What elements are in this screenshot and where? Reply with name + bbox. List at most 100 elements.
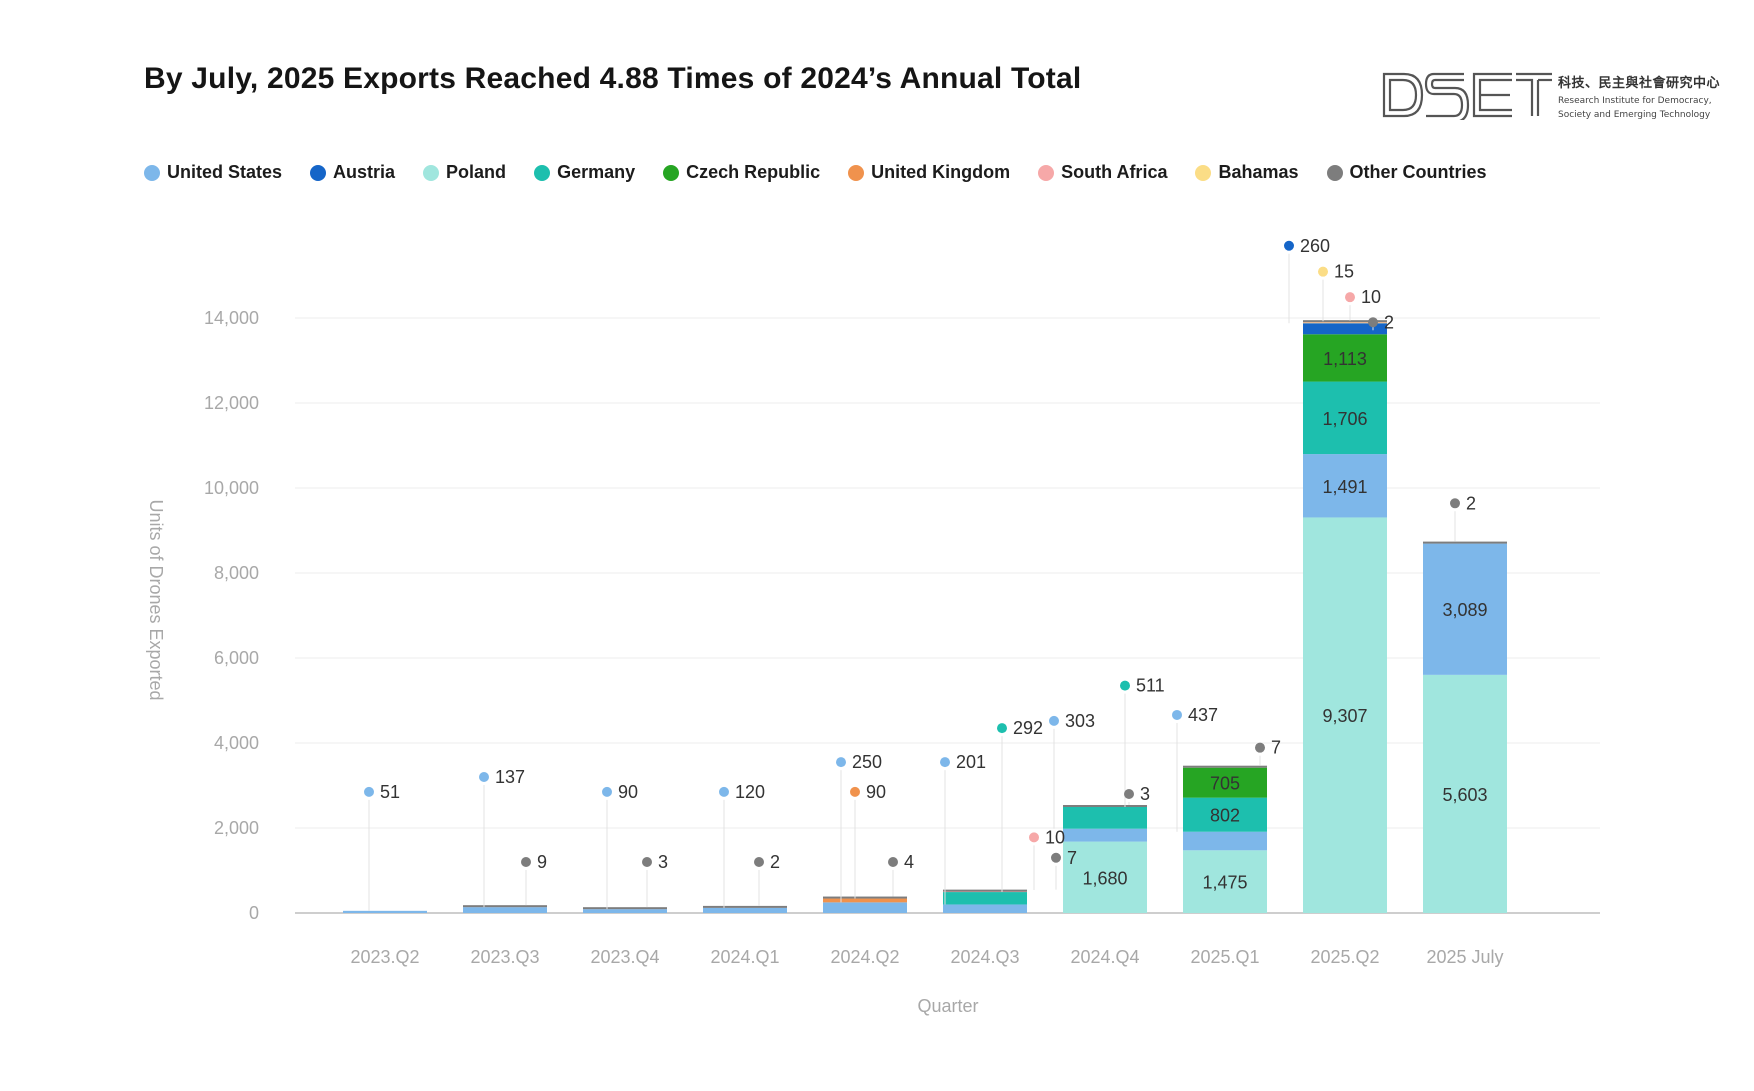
y-tick-label: 4,000 bbox=[214, 733, 259, 753]
legend-label: South Africa bbox=[1061, 162, 1168, 182]
legend-dot-icon bbox=[663, 164, 680, 181]
callout-dot-2024-q4-other-countries bbox=[1124, 789, 1134, 799]
legend-item-germany[interactable]: Germany bbox=[534, 162, 635, 183]
dset-logo: 科技、民主與社會研究中心 Research Institute for Demo… bbox=[1382, 70, 1720, 126]
legend-label: Poland bbox=[446, 162, 507, 182]
data-label-2024-q3-other-countries: 7 bbox=[1067, 848, 1077, 868]
legend-item-other-countries[interactable]: Other Countries bbox=[1326, 162, 1487, 183]
y-tick-label: 14,000 bbox=[204, 308, 259, 328]
bar-2024-q2-other-countries bbox=[823, 896, 907, 899]
data-label-2025-q2-south-africa: 10 bbox=[1361, 287, 1381, 307]
legend-label: Czech Republic bbox=[686, 162, 821, 182]
bar-2025-july-poland bbox=[1423, 674, 1507, 913]
callout-dot-2024-q2-united-kingdom bbox=[850, 786, 860, 797]
legend-item-austria[interactable]: Austria bbox=[310, 162, 395, 183]
x-tick-label: 2023.Q4 bbox=[590, 947, 659, 967]
bar-2024-q3-germany bbox=[943, 892, 1027, 905]
data-label-2025-q2-bahamas: 15 bbox=[1334, 262, 1354, 282]
data-label-2023-q3-united-states: 137 bbox=[495, 767, 525, 787]
data-label-2024-q4-germany: 511 bbox=[1136, 676, 1165, 696]
x-tick-label: 2025 July bbox=[1426, 947, 1503, 967]
legend-dot-icon bbox=[848, 164, 865, 181]
bar-2025-q1-other-countries bbox=[1183, 765, 1267, 768]
bar-2024-q1-united-states bbox=[703, 907, 787, 913]
bar-2025-july-united-states bbox=[1423, 543, 1507, 675]
callout-dot-2024-q3-united-states bbox=[940, 757, 950, 768]
bar-2025-q2-poland bbox=[1303, 517, 1387, 913]
y-tick-label: 8,000 bbox=[214, 563, 259, 583]
data-label-2025-q2-germany: 1,706 bbox=[1322, 409, 1367, 429]
callout-dot-2024-q1-other-countries bbox=[754, 857, 764, 867]
callout-dot-2025-q2-bahamas bbox=[1318, 266, 1328, 277]
legend-item-bahamas[interactable]: Bahamas bbox=[1195, 162, 1299, 183]
callout-dot-2024-q3-germany bbox=[997, 723, 1007, 734]
callout-dot-2024-q2-united-states bbox=[836, 757, 846, 768]
x-tick-label: 2023.Q3 bbox=[470, 947, 539, 967]
data-label-2025-q2-other-countries: 2 bbox=[1384, 312, 1394, 332]
x-tick-label: 2024.Q4 bbox=[1070, 947, 1139, 967]
data-label-2024-q4-other-countries: 3 bbox=[1140, 784, 1150, 804]
logo-chinese-name: 科技、民主與社會研究中心 bbox=[1558, 75, 1721, 90]
data-label-2024-q2-united-kingdom: 90 bbox=[866, 782, 886, 802]
data-label-2025-q1-other-countries: 7 bbox=[1271, 738, 1281, 758]
x-tick-label: 2024.Q3 bbox=[950, 947, 1019, 967]
x-axis-title: Quarter bbox=[917, 996, 978, 1016]
callout-dot-2024-q1-united-states bbox=[719, 786, 729, 797]
legend-item-poland[interactable]: Poland bbox=[423, 162, 506, 183]
bar-2024-q1-other-countries bbox=[703, 905, 787, 908]
x-tick-label: 2023.Q2 bbox=[350, 947, 419, 967]
bar-2024-q2-united-kingdom bbox=[823, 898, 907, 903]
dset-logo-mark bbox=[1382, 72, 1552, 120]
legend-item-united-states[interactable]: United States bbox=[144, 162, 282, 183]
bar-2024-q2-united-states bbox=[823, 902, 907, 913]
callout-dot-2024-q2-other-countries bbox=[888, 857, 898, 867]
bar-2023-q4-other-countries bbox=[583, 907, 667, 910]
bar-2025-july-other-countries bbox=[1423, 541, 1507, 544]
y-tick-label: 12,000 bbox=[204, 393, 259, 413]
logo-english-line1: Research Institute for Democracy, bbox=[1558, 96, 1712, 106]
legend-dot-icon bbox=[423, 164, 440, 181]
bar-2025-q1-germany bbox=[1183, 797, 1267, 832]
callout-dot-2025-q1-united-states bbox=[1172, 709, 1182, 720]
data-label-2025-q2-united-states: 1,491 bbox=[1322, 477, 1367, 497]
callout-dot-2025-q2-other-countries bbox=[1368, 317, 1378, 328]
data-label-2025-july-united-states: 3,089 bbox=[1442, 600, 1487, 620]
callout-dot-2023-q4-united-states bbox=[602, 786, 612, 797]
data-label-2025-q2-austria: 260 bbox=[1300, 236, 1330, 256]
legend-dot-icon bbox=[1326, 164, 1343, 181]
chart-title: By July, 2025 Exports Reached 4.88 Times… bbox=[144, 62, 1082, 95]
legend-item-united-kingdom[interactable]: United Kingdom bbox=[848, 162, 1010, 183]
legend-dot-icon bbox=[1195, 164, 1212, 181]
data-label-2023-q4-united-states: 90 bbox=[618, 782, 638, 802]
data-label-2023-q4-other-countries: 3 bbox=[658, 852, 668, 872]
y-axis-title: Units of Drones Exported bbox=[146, 499, 166, 700]
x-tick-label: 2025.Q2 bbox=[1310, 947, 1379, 967]
legend-dot-icon bbox=[310, 164, 327, 181]
bar-2024-q3-other-countries bbox=[943, 889, 1027, 892]
callout-dot-2024-q4-united-states bbox=[1049, 715, 1059, 726]
data-label-2025-q1-united-states: 437 bbox=[1188, 705, 1218, 725]
bar-2025-q2-united-states bbox=[1303, 454, 1387, 518]
callout-dot-2023-q3-other-countries bbox=[521, 857, 531, 867]
legend-label: Bahamas bbox=[1218, 162, 1299, 182]
legend-dot-icon bbox=[1038, 164, 1055, 181]
callout-dot-2024-q3-other-countries bbox=[1051, 852, 1061, 863]
bar-2025-q1-poland bbox=[1183, 850, 1267, 913]
data-label-2025-q1-germany: 802 bbox=[1210, 806, 1240, 826]
callout-dot-2025-q2-austria bbox=[1284, 240, 1294, 251]
legend-item-czech-republic[interactable]: Czech Republic bbox=[663, 162, 820, 183]
y-tick-label: 6,000 bbox=[214, 648, 259, 668]
data-label-2024-q4-united-states: 303 bbox=[1065, 711, 1095, 731]
data-label-2024-q3-south-africa: 10 bbox=[1045, 827, 1065, 847]
data-label-2025-q2-czech-republic: 1,113 bbox=[1323, 349, 1367, 369]
callout-dot-2023-q2-united-states bbox=[364, 786, 374, 797]
data-label-2024-q3-germany: 292 bbox=[1013, 718, 1043, 738]
legend-item-south-africa[interactable]: South Africa bbox=[1038, 162, 1167, 183]
data-label-2023-q3-other-countries: 9 bbox=[537, 852, 547, 872]
x-tick-label: 2024.Q1 bbox=[710, 947, 779, 967]
callout-dot-2025-july-other-countries bbox=[1450, 498, 1460, 509]
legend-label: United States bbox=[167, 162, 283, 182]
callout-dot-2025-q1-other-countries bbox=[1255, 742, 1265, 753]
bar-2023-q3-other-countries bbox=[463, 905, 547, 908]
